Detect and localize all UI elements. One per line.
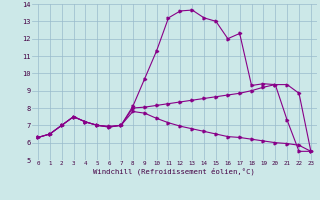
- X-axis label: Windchill (Refroidissement éolien,°C): Windchill (Refroidissement éolien,°C): [93, 168, 255, 175]
